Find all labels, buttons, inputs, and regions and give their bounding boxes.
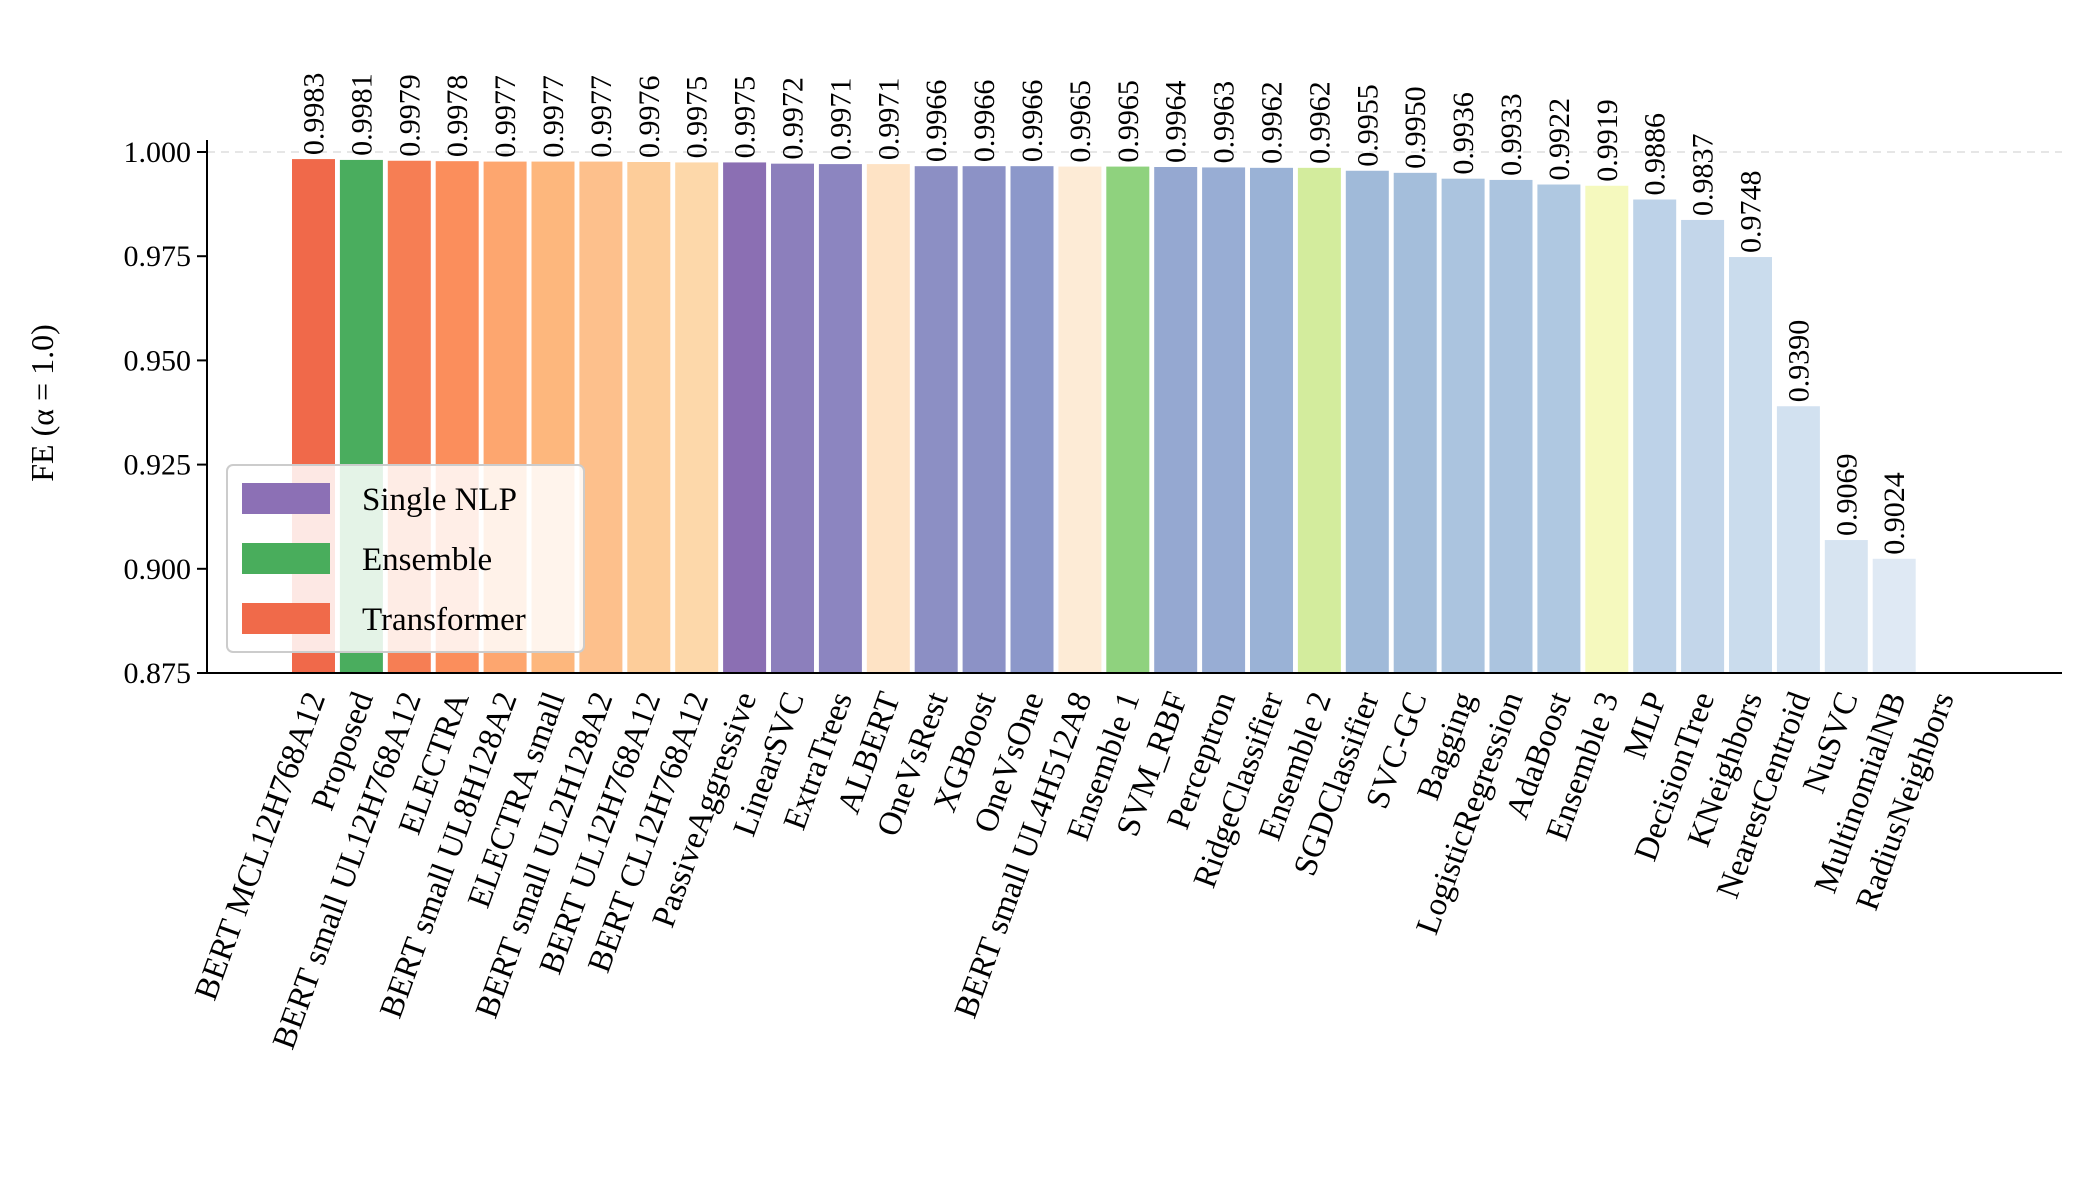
y-tick-label: 0.925	[124, 449, 192, 482]
bar	[1537, 184, 1581, 673]
bar	[1393, 172, 1437, 673]
value-label: 0.9390	[1782, 320, 1815, 403]
bar	[1345, 170, 1389, 674]
legend-label: Single NLP	[362, 482, 517, 518]
bar	[1250, 167, 1293, 674]
value-label: 0.9976	[633, 76, 666, 159]
bar	[1729, 257, 1772, 673]
value-label: 0.9979	[393, 74, 426, 157]
bar	[818, 164, 862, 673]
value-label: 0.9965	[1112, 80, 1145, 163]
value-label: 0.9983	[298, 73, 331, 156]
legend: Single NLP Ensemble Transformer	[226, 464, 585, 653]
value-label: 0.9975	[729, 76, 762, 159]
value-label: 0.9837	[1687, 133, 1720, 216]
value-label: 0.9966	[920, 80, 953, 163]
value-label: 0.9955	[1351, 84, 1384, 167]
bar	[1489, 179, 1533, 673]
value-label: 0.9975	[681, 76, 714, 159]
bar	[1585, 185, 1629, 673]
bar	[579, 161, 623, 673]
legend-swatch	[242, 603, 330, 634]
value-label: 0.9971	[872, 78, 905, 161]
y-tick-label: 0.900	[124, 553, 192, 586]
bar	[866, 164, 910, 673]
legend-swatch	[242, 483, 330, 514]
y-tick-label: 1.000	[124, 136, 192, 169]
value-label: 0.9748	[1735, 171, 1768, 254]
bar	[723, 162, 767, 674]
y-tick-label: 0.950	[124, 344, 192, 377]
value-label: 0.9919	[1591, 99, 1624, 182]
value-label: 0.9962	[1256, 81, 1289, 164]
legend-label: Ensemble	[362, 542, 492, 578]
bar	[1010, 166, 1054, 673]
value-label: 0.9936	[1447, 92, 1480, 175]
bar	[675, 162, 719, 674]
bar	[1633, 199, 1677, 673]
bar	[1776, 406, 1820, 673]
value-label: 0.9963	[1208, 81, 1241, 164]
bar	[1297, 167, 1341, 674]
value-label: 0.9933	[1495, 93, 1528, 176]
bar	[1106, 166, 1150, 673]
value-label: 0.9978	[441, 75, 474, 158]
bar	[1058, 166, 1102, 673]
value-labels: 0.9983 0.9981 0.9979 0.9978 0.9977 0.9977 0.99…	[298, 73, 1912, 555]
bars	[292, 159, 1916, 674]
bar	[1824, 540, 1868, 673]
legend-label: Transformer	[362, 602, 526, 638]
y-tick-label: 0.875	[124, 657, 192, 690]
value-label: 0.9962	[1303, 81, 1336, 164]
bar	[1441, 178, 1485, 673]
bar	[914, 166, 958, 673]
value-label: 0.9886	[1639, 113, 1672, 196]
bar	[627, 162, 671, 673]
y-axis: 0.875 0.900 0.925 0.950 0.975 1.000	[124, 136, 208, 690]
value-label: 0.9977	[585, 75, 618, 158]
value-label: 0.9069	[1830, 454, 1863, 537]
value-label: 0.9922	[1543, 98, 1576, 181]
value-label: 0.9966	[1016, 80, 1049, 163]
bar	[1154, 167, 1198, 673]
value-label: 0.9971	[824, 78, 857, 161]
value-label: 0.9981	[345, 73, 378, 156]
value-label: 0.9977	[489, 75, 522, 158]
value-label: 0.9024	[1878, 472, 1911, 555]
value-label: 0.9966	[968, 80, 1001, 163]
value-label: 0.9965	[1064, 80, 1097, 163]
y-tick-label: 0.975	[124, 240, 192, 273]
bar	[1202, 167, 1246, 673]
value-label: 0.9950	[1399, 86, 1432, 169]
legend-swatch	[242, 543, 330, 574]
bar	[1872, 558, 1916, 673]
bar	[962, 166, 1006, 673]
value-label: 0.9964	[1160, 81, 1193, 164]
bar	[1681, 219, 1725, 673]
bar	[771, 163, 814, 673]
y-axis-title: FE (α = 1.0)	[24, 324, 60, 481]
value-label: 0.9977	[537, 75, 570, 158]
value-label: 0.9972	[777, 77, 810, 160]
